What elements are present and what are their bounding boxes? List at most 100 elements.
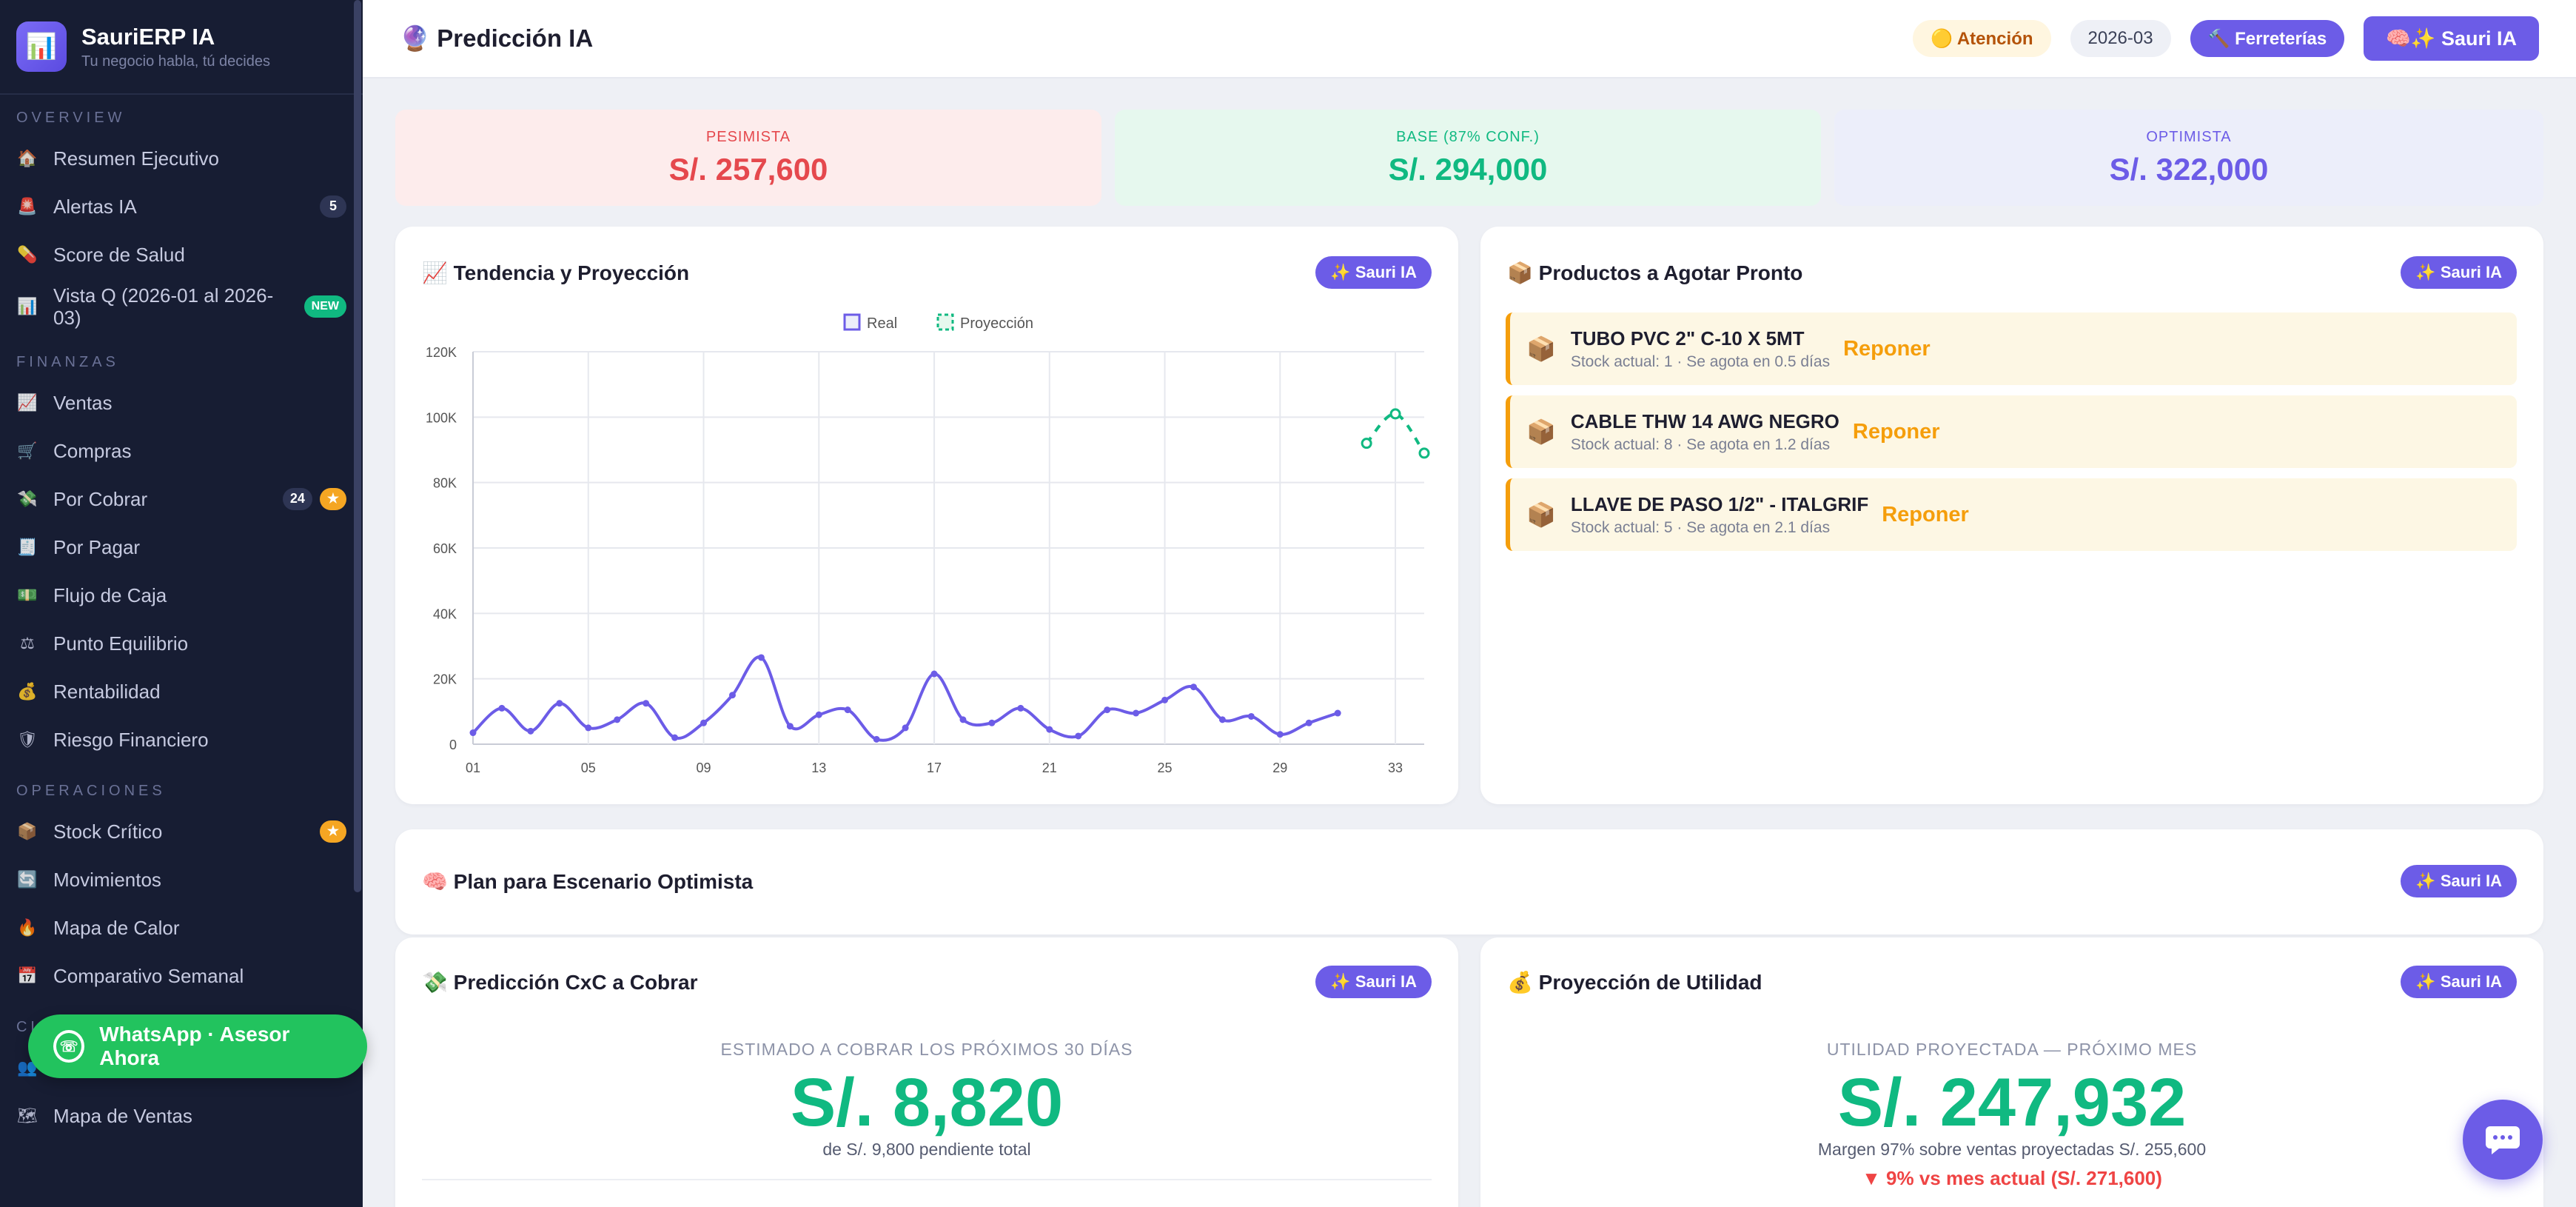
whatsapp-button[interactable]: ☏ WhatsApp · Asesor Ahora [28,1014,367,1078]
x-tick-label: 13 [811,760,826,775]
data-point [1017,704,1024,712]
data-point [585,724,592,732]
logo-icon: 📊 [16,21,67,72]
chat-button[interactable] [2463,1100,2543,1180]
y-tick-label: 80K [433,476,457,491]
sidebar-item-label: Movimientos [53,868,161,891]
sidebar-item[interactable]: 🔥 Mapa de Calor [0,903,363,952]
sidebar-item[interactable]: 🗺 Mapa de Ventas [0,1091,363,1140]
scenario-value: S/. 322,000 [2109,152,2269,187]
cxc-card: 💸 Predicción CxC a Cobrar ✨ Sauri IA EST… [395,937,1458,1207]
sauri-ia-button[interactable]: ✨ Sauri IA [1315,256,1432,289]
product-name: LLAVE DE PASO 1/2" - ITALGRIF [1570,492,1869,515]
products-list: 📦 TUBO PVC 2" C-10 X 5MT Stock actual: 1 ·… [1480,312,2543,551]
data-point [902,724,909,732]
data-point [1418,447,1430,459]
sidebar-item[interactable]: 💰 Rentabilidad [0,667,363,715]
sidebar-item[interactable]: 🛒 Compras [0,427,363,475]
legend-label: Real [867,315,897,332]
product-row[interactable]: 📦 LLAVE DE PASO 1/2" - ITALGRIF Stock actu… [1506,478,2517,551]
home-icon: 🏠 [17,148,38,167]
sidebar-item[interactable]: 🚨 Alertas IA 5 [0,182,363,230]
chat-icon [2486,1126,2520,1154]
whatsapp-icon: ☏ [53,1030,85,1063]
sector-button[interactable]: 🔨 Ferreterías [2190,20,2345,57]
sauri-ia-button[interactable]: ✨ Sauri IA [2401,966,2517,998]
chart-icon: 📊 [17,297,38,315]
product-row[interactable]: 📦 CABLE THW 14 AWG NEGRO Stock actual: 8 ·… [1506,395,2517,468]
sidebar-item[interactable]: 🔄 Movimientos [0,855,363,903]
data-point [1389,408,1401,420]
data-point [930,670,938,678]
sauri-ia-button[interactable]: ✨ Sauri IA [2401,256,2517,289]
sidebar-badge: NEW [303,295,346,318]
data-point [959,716,967,723]
sidebar-item-label: Riesgo Financiero [53,728,209,751]
sidebar-item[interactable]: 📈 Ventas [0,378,363,427]
sauri-ia-button[interactable]: 🧠✨ Sauri IA [2364,16,2539,61]
data-point [873,735,880,743]
sidebar-item[interactable]: 🛡 Riesgo Financiero [0,715,363,763]
trend-card: 📈 Tendencia y Proyección ✨ Sauri IA 0 20K… [395,227,1458,804]
sidebar-item-label: Mapa de Ventas [53,1104,192,1127]
utility-value: S/. 247,932 [1837,1065,2187,1140]
sidebar-item[interactable]: ⚖ Punto Equilibrio [0,619,363,667]
sidebar-section-title: FINANZAS [16,354,119,370]
card-title: 🧠 Plan para Escenario Optimista [422,869,754,893]
reorder-button[interactable]: Reponer [1852,419,1940,444]
x-tick-label: 01 [466,760,480,775]
sidebar-badge: ★ [319,820,346,843]
box-icon: 📦 [1526,501,1556,528]
legend-swatch [843,313,861,331]
data-point [1161,696,1169,703]
x-tick-label: 25 [1158,760,1173,775]
sidebar-item[interactable]: 📅 Comparativo Semanal [0,952,363,1000]
brand-tagline: Tu negocio habla, tú decides [81,53,270,70]
brand[interactable]: 📊 SauriERP IA Tu negocio habla, tú decid… [0,0,363,95]
sidebar-item[interactable]: 💊 Score de Salud [0,230,363,278]
y-tick-label: 100K [426,410,457,425]
utility-card: 💰 Proyección de Utilidad ✨ Sauri IA UTIL… [1480,937,2543,1207]
sidebar-item[interactable]: 🏠 Resumen Ejecutivo [0,134,363,182]
page-title: 🔮 Predicción IA [400,24,594,52]
product-row[interactable]: 📦 TUBO PVC 2" C-10 X 5MT Stock actual: 1 ·… [1506,312,2517,385]
data-point [844,706,851,714]
cxc-label: ESTIMADO A COBRAR LOS PRÓXIMOS 30 DÍAS [720,1040,1133,1059]
bill-icon: 🧾 [17,537,38,556]
sidebar: 📊 SauriERP IA Tu negocio habla, tú decid… [0,0,363,1207]
utility-sub: Margen 97% sobre ventas proyectadas S/. … [1817,1140,2207,1159]
cart-icon: 🛒 [17,441,38,460]
map-icon: 🗺 [17,1106,38,1125]
product-name: TUBO PVC 2" C-10 X 5MT [1570,327,1805,350]
attention-badge: 🟡 Atención [1913,20,2051,57]
topbar: 🔮 Predicción IA 🟡 Atención 2026-03 🔨 Fer… [363,0,2576,78]
sidebar-item[interactable]: 🧾 Por Pagar [0,523,363,571]
sidebar-item-label: Flujo de Caja [53,584,167,606]
scenario-label: OPTIMISTA [2146,129,2232,145]
sidebar-item-label: Por Pagar [53,535,141,558]
data-point [1305,719,1312,726]
sidebar-item[interactable]: 💵 Flujo de Caja [0,571,363,619]
sidebar-item-label: Rentabilidad [53,680,161,703]
trend-chart: 0 20K 40K 60K 80K 100K 120K 01 05 09 13 17 21 25 29 33 R… [426,313,1430,775]
reorder-button[interactable]: Reponer [1882,502,1969,526]
y-tick-label: 60K [433,541,457,556]
sidebar-item[interactable]: 📦 Stock Crítico ★ [0,807,363,855]
x-tick-label: 21 [1042,760,1057,775]
calendar-icon: 📅 [17,966,38,985]
scenario-pessimistic: PESIMISTA S/. 257,600 [395,110,1101,206]
period-selector[interactable]: 2026-03 [2070,20,2171,57]
sidebar-scrollbar[interactable] [354,0,361,892]
sauri-ia-button[interactable]: ✨ Sauri IA [1315,966,1432,998]
sidebar-item-label: Mapa de Calor [53,916,180,939]
chart-up-icon: 📈 [17,392,38,412]
reorder-button[interactable]: Reponer [1843,336,1931,361]
sauri-ia-button[interactable]: ✨ Sauri IA [2401,865,2517,897]
y-tick-label: 0 [449,738,457,752]
scenario-optimistic: OPTIMISTA S/. 322,000 [1834,110,2543,206]
whatsapp-label: WhatsApp · Asesor Ahora [99,1023,290,1069]
sidebar-item[interactable]: 📊 Vista Q (2026-01 al 2026-03) NEW [0,278,363,335]
data-point [527,727,534,735]
sidebar-item[interactable]: 💸 Por Cobrar 24 ★ [0,475,363,523]
x-tick-label: 05 [581,760,596,775]
